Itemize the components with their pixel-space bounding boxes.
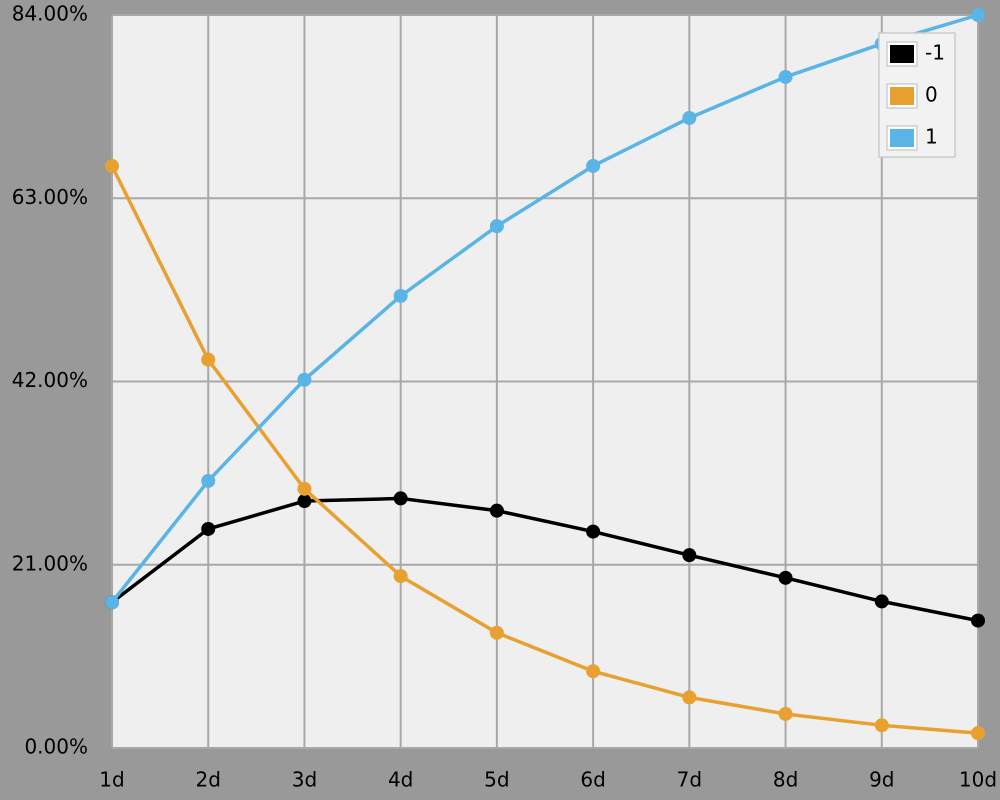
- y-tick-label: 63.00%: [12, 185, 88, 209]
- series-line: [110, 13, 979, 604]
- legend-swatch-color: [890, 87, 914, 105]
- legend-swatch-color: [890, 45, 914, 63]
- series-line: [110, 165, 979, 735]
- data-point: [971, 8, 985, 22]
- data-point: [586, 158, 601, 173]
- series-line: [110, 496, 979, 623]
- data-point: [682, 110, 697, 125]
- x-tick-label: 5d: [484, 768, 509, 792]
- data-point: [105, 595, 119, 610]
- data-point: [393, 288, 408, 303]
- data-point: [586, 524, 601, 539]
- data-point: [778, 69, 793, 84]
- x-tick-label: 10d: [959, 768, 997, 792]
- data-point: [586, 664, 601, 679]
- data-point: [297, 494, 312, 509]
- y-tick-label: 21.00%: [12, 551, 88, 575]
- x-tick-label: 3d: [292, 768, 317, 792]
- x-tick-label: 8d: [773, 768, 798, 792]
- data-point: [489, 219, 504, 234]
- legend-label: 1: [925, 125, 938, 149]
- data-point: [971, 726, 985, 741]
- data-point: [297, 481, 312, 496]
- data-point: [201, 521, 216, 536]
- data-point: [393, 491, 408, 506]
- data-point: [201, 473, 216, 488]
- legend-label: 0: [925, 83, 938, 107]
- y-tick-label: 42.00%: [12, 368, 88, 392]
- y-tick-label: 0.00%: [24, 735, 88, 759]
- data-point: [778, 570, 793, 585]
- legend-swatch-color: [890, 129, 914, 147]
- x-tick-label: 9d: [869, 768, 894, 792]
- x-tick-label: 6d: [580, 768, 605, 792]
- data-point: [971, 613, 985, 628]
- data-point: [778, 706, 793, 721]
- data-point: [489, 503, 504, 518]
- x-tick-label: 1d: [99, 768, 124, 792]
- x-tick-label: 7d: [677, 768, 702, 792]
- data-point: [201, 352, 216, 367]
- data-point: [682, 690, 697, 705]
- data-point: [393, 569, 408, 584]
- data-point: [489, 625, 504, 640]
- data-point: [874, 594, 889, 609]
- data-point: [105, 158, 119, 173]
- data-point: [297, 372, 312, 387]
- data-point: [682, 548, 697, 563]
- data-point: [874, 718, 889, 733]
- legend-label: -1: [925, 41, 945, 65]
- y-tick-label: 84.00%: [12, 2, 88, 26]
- x-tick-label: 4d: [388, 768, 413, 792]
- x-tick-label: 2d: [196, 768, 221, 792]
